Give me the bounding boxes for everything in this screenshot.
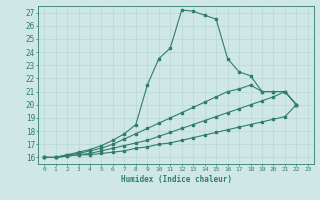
X-axis label: Humidex (Indice chaleur): Humidex (Indice chaleur) (121, 175, 231, 184)
